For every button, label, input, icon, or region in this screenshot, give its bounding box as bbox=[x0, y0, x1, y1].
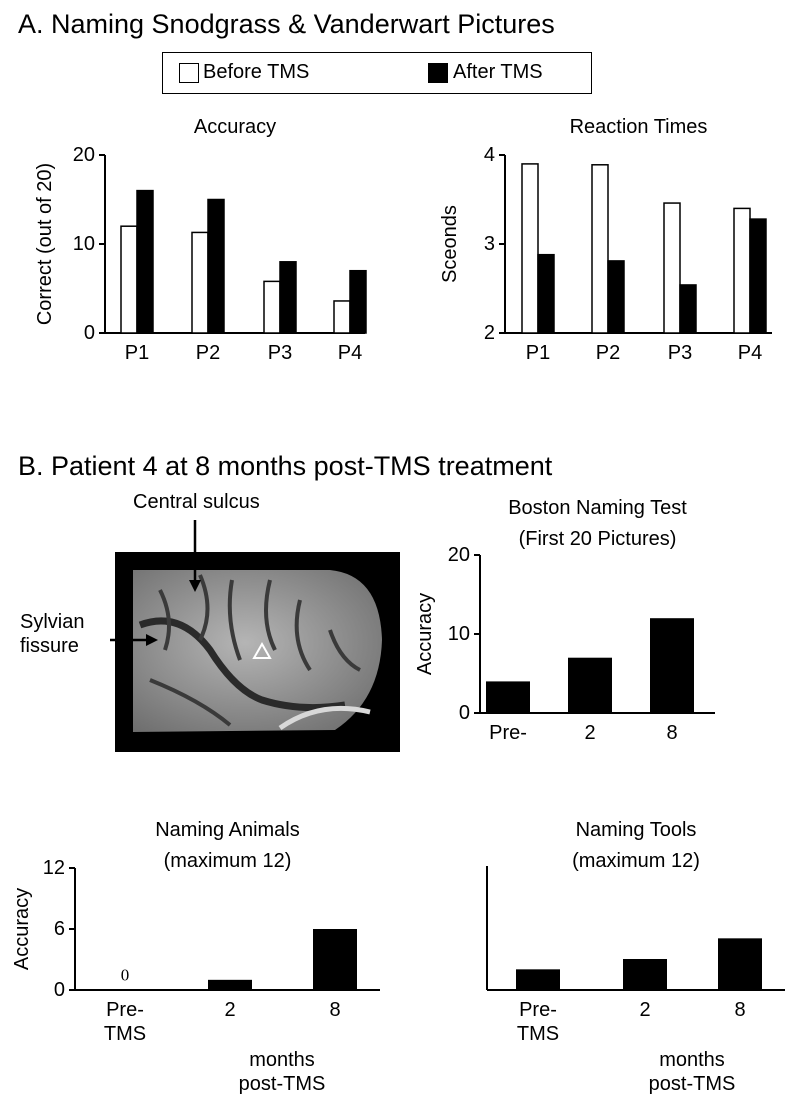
bar bbox=[120, 225, 138, 334]
brain-image bbox=[110, 520, 400, 752]
bar bbox=[191, 231, 209, 334]
y-axis-label: Sceonds bbox=[439, 205, 461, 283]
section-title: A. Naming Snodgrass & Vanderwart Picture… bbox=[18, 9, 555, 39]
bar bbox=[607, 260, 625, 334]
x-tick-label: P2 bbox=[595, 342, 621, 364]
image-label: Sylvian fissure bbox=[20, 611, 85, 657]
x-tick-label: P1 bbox=[525, 342, 551, 364]
bar bbox=[679, 284, 697, 334]
chart-title: Boston Naming Test bbox=[508, 497, 687, 519]
legend-label: After TMS bbox=[453, 61, 543, 83]
y-tick-label: 3 bbox=[483, 233, 495, 255]
bar bbox=[650, 618, 694, 713]
x-axis-label: months post-TMS bbox=[238, 1049, 326, 1095]
y-tick-label: 4 bbox=[483, 144, 495, 166]
x-tick-label: P4 bbox=[737, 342, 763, 364]
y-axis-label: Accuracy bbox=[11, 887, 33, 971]
legend: Before TMS After TMS bbox=[162, 52, 592, 94]
bar bbox=[749, 218, 767, 334]
bar bbox=[568, 657, 612, 713]
x-axis-label: months post-TMS bbox=[648, 1049, 736, 1095]
bar bbox=[733, 207, 751, 334]
image-label: Central sulcus bbox=[133, 491, 260, 513]
bar bbox=[521, 163, 539, 334]
legend-label: Before TMS bbox=[203, 61, 310, 83]
x-tick-label: P3 bbox=[667, 342, 693, 364]
bar bbox=[136, 189, 154, 334]
y-tick-label: 20 bbox=[72, 144, 95, 166]
chart-subtitle: (First 20 Pictures) bbox=[518, 528, 677, 550]
bar bbox=[313, 929, 357, 990]
x-tick-label: Pre- TMS bbox=[516, 999, 560, 1045]
y-tick-label: 0 bbox=[53, 979, 65, 1001]
chart-subtitle: (maximum 12) bbox=[163, 850, 292, 872]
x-tick-label: P4 bbox=[337, 342, 363, 364]
bar bbox=[623, 959, 667, 990]
chart-title: Reaction Times bbox=[569, 116, 708, 138]
bar bbox=[718, 938, 762, 990]
y-tick-label: 10 bbox=[72, 233, 95, 255]
chart-subtitle: (maximum 12) bbox=[572, 850, 700, 872]
x-tick-label: P1 bbox=[124, 342, 150, 364]
y-tick-label: 0 bbox=[83, 322, 95, 344]
bar bbox=[208, 979, 252, 990]
y-tick-label: 10 bbox=[447, 623, 470, 645]
x-tick-label: 8 bbox=[734, 999, 746, 1021]
section-title: B. Patient 4 at 8 months post-TMS treatm… bbox=[18, 451, 553, 481]
x-tick-label: 8 bbox=[329, 999, 341, 1021]
x-tick-label: 2 bbox=[224, 999, 236, 1021]
bar bbox=[486, 681, 530, 713]
x-tick-label: 2 bbox=[639, 999, 651, 1021]
x-tick-label: P3 bbox=[267, 342, 293, 364]
chart-title: Naming Tools bbox=[575, 819, 697, 841]
bar bbox=[663, 202, 681, 334]
bar bbox=[333, 300, 351, 334]
x-tick-label: 8 bbox=[666, 722, 678, 744]
value-label: 0 bbox=[120, 965, 130, 985]
legend-swatch bbox=[428, 63, 448, 83]
x-tick-label: Pre- bbox=[489, 722, 527, 744]
bar bbox=[349, 269, 367, 334]
chart-title: Naming Animals bbox=[155, 819, 300, 841]
bar bbox=[263, 280, 281, 334]
bar bbox=[207, 198, 225, 334]
bar bbox=[537, 253, 555, 334]
x-tick-label: Pre- TMS bbox=[103, 999, 147, 1045]
x-tick-label: P2 bbox=[195, 342, 221, 364]
y-tick-label: 0 bbox=[458, 702, 470, 724]
y-tick-label: 2 bbox=[483, 322, 495, 344]
bar bbox=[591, 164, 609, 334]
y-axis-label: Correct (out of 20) bbox=[34, 162, 56, 326]
legend-swatch bbox=[179, 63, 199, 83]
y-tick-label: 6 bbox=[53, 918, 65, 940]
y-tick-label: 20 bbox=[447, 544, 470, 566]
bar bbox=[516, 969, 560, 990]
y-tick-label: 12 bbox=[42, 857, 65, 879]
x-tick-label: 2 bbox=[584, 722, 596, 744]
y-axis-label: Accuracy bbox=[414, 592, 436, 676]
chart-title: Accuracy bbox=[193, 116, 277, 138]
bar bbox=[279, 261, 297, 334]
